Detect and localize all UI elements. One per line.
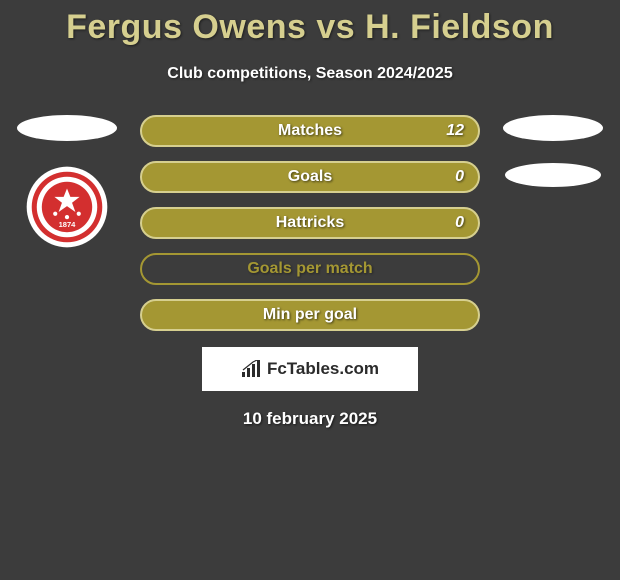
- stat-bar-matches: Matches 12: [140, 115, 480, 147]
- watermark-text: FcTables.com: [241, 359, 379, 379]
- date-text: 10 february 2025: [0, 409, 620, 429]
- club-crest-left: 1874: [25, 165, 109, 249]
- left-player-col: 1874: [12, 115, 122, 249]
- stat-label: Goals: [288, 168, 332, 186]
- right-player-col: [498, 115, 608, 209]
- comparison-card: Fergus Owens vs H. Fieldson Club competi…: [0, 0, 620, 429]
- stat-bar-hattricks: Hattricks 0: [140, 207, 480, 239]
- stat-label: Min per goal: [263, 306, 357, 324]
- stat-bars: Matches 12 Goals 0 Hattricks 0 Goals per…: [140, 115, 480, 331]
- stat-bar-min-per-goal: Min per goal: [140, 299, 480, 331]
- stat-value: 0: [455, 168, 464, 186]
- player-photo-placeholder-right-2: [505, 163, 601, 187]
- stat-bar-goals: Goals 0: [140, 161, 480, 193]
- stat-label: Goals per match: [247, 260, 372, 278]
- svg-text:1874: 1874: [59, 220, 77, 229]
- watermark-label: FcTables.com: [267, 359, 379, 379]
- player-photo-placeholder-right-1: [503, 115, 603, 141]
- page-title: Fergus Owens vs H. Fieldson: [0, 0, 620, 47]
- chart-icon: [241, 360, 263, 378]
- stat-value: 0: [455, 214, 464, 232]
- main-row: 1874 Matches 12 Goals 0 Hattricks 0 Goal…: [0, 115, 620, 331]
- watermark: FcTables.com: [202, 347, 418, 391]
- stat-value: 12: [446, 122, 464, 140]
- subtitle: Club competitions, Season 2024/2025: [0, 65, 620, 83]
- player-photo-placeholder-left: [17, 115, 117, 141]
- stat-label: Matches: [278, 122, 342, 140]
- stat-label: Hattricks: [276, 214, 344, 232]
- stat-bar-goals-per-match: Goals per match: [140, 253, 480, 285]
